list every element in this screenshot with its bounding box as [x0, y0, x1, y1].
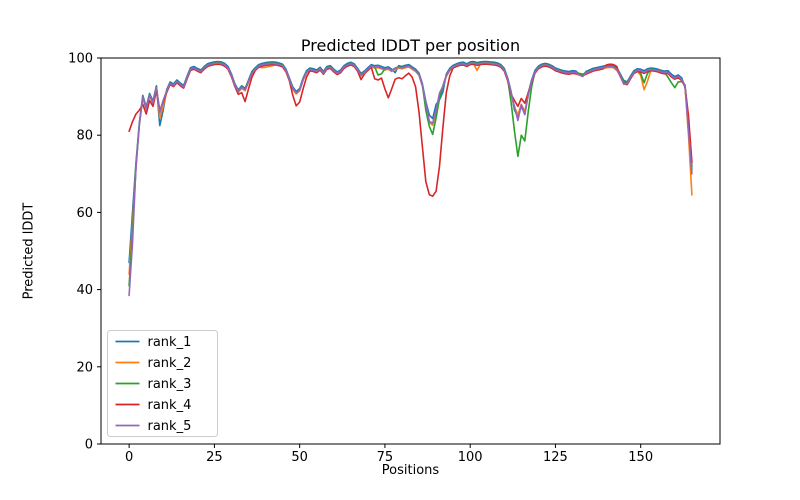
series-line-rank_5: [128, 62, 693, 297]
legend-label-rank_3: rank_3: [148, 377, 192, 392]
x-axis-label: Positions: [381, 463, 440, 478]
x-tick-label: 75: [377, 450, 394, 465]
series-line-rank_4: [128, 63, 693, 197]
legend-box: [107, 330, 218, 437]
axes-spines: [100, 57, 721, 445]
series-line-rank_1: [128, 60, 693, 264]
y-tick-label: 100: [68, 52, 93, 67]
y-axis-label: Predicted lDDT: [21, 202, 37, 300]
x-tick-label: 150: [628, 450, 653, 465]
y-tick-label: 20: [76, 360, 93, 375]
x-tick-label: 25: [206, 450, 223, 465]
x-tick-label: 0: [125, 450, 133, 465]
legend-label-rank_2: rank_2: [148, 356, 192, 371]
x-tick-label: 50: [291, 450, 308, 465]
x-tick-label: 125: [543, 450, 568, 465]
y-tick-label: 60: [76, 206, 93, 221]
legend-label-rank_5: rank_5: [148, 419, 192, 434]
y-tick-label: 0: [85, 438, 93, 453]
legend-label-rank_1: rank_1: [148, 335, 192, 350]
chart-title: Predicted lDDT per position: [300, 36, 521, 55]
y-tick-label: 80: [76, 129, 93, 144]
y-tick-label: 40: [76, 283, 93, 298]
x-tick-label: 100: [458, 450, 483, 465]
legend-label-rank_4: rank_4: [148, 398, 192, 413]
